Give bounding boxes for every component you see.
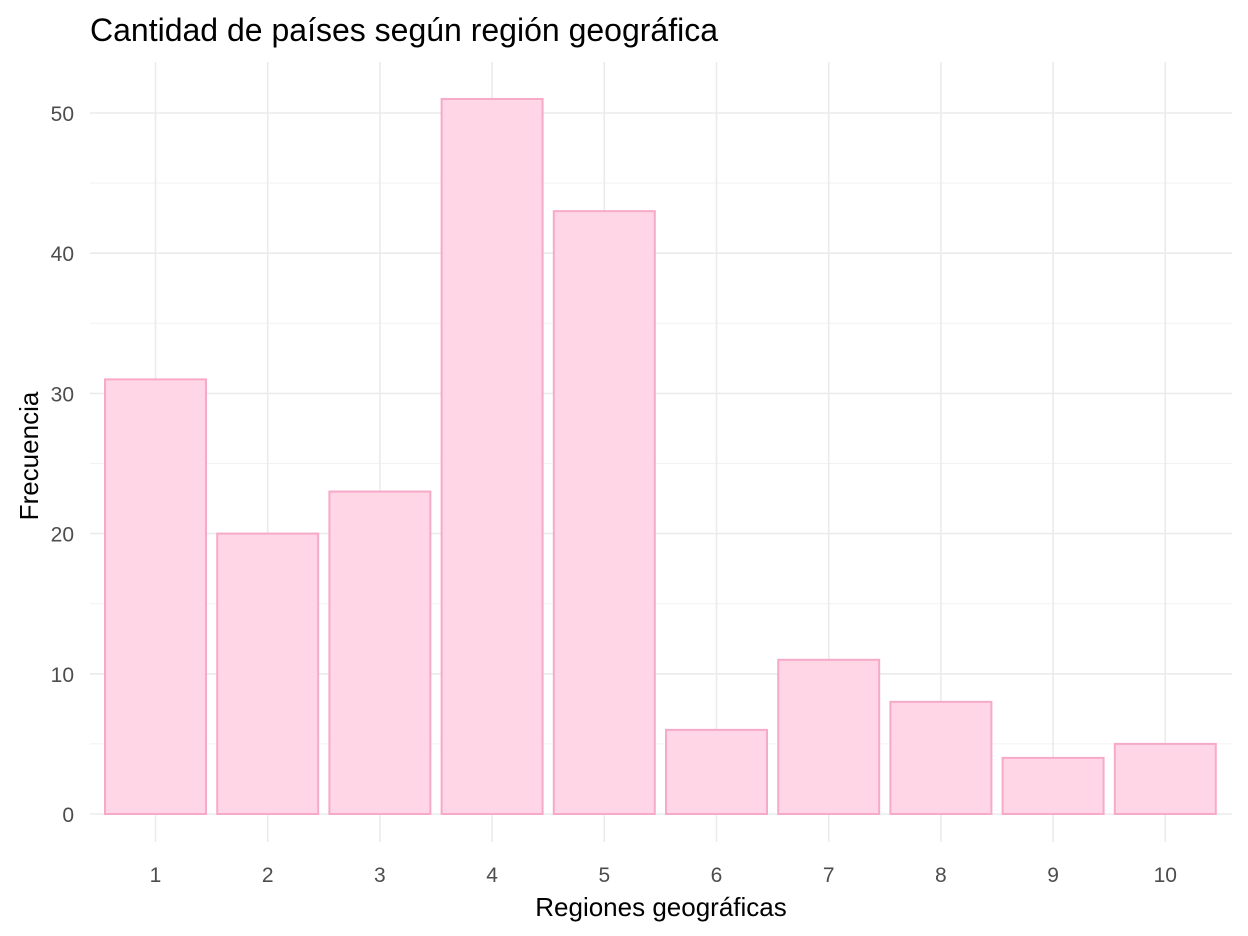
x-axis-ticks: 1 2 3 4 5 6 7 8 9 10 [150, 864, 1177, 887]
bar-region-5 [552, 210, 656, 815]
bar-region-3 [328, 490, 432, 815]
chart-title: Cantidad de países según región geográfi… [90, 12, 718, 48]
y-axis-title: Frecuencia [14, 391, 44, 520]
x-tick-label: 3 [374, 864, 386, 887]
bar-region-2 [216, 532, 320, 815]
bar-region-10 [1113, 742, 1217, 816]
x-tick-label: 4 [486, 864, 498, 887]
bar-region-4 [440, 97, 544, 816]
bar-region-9 [1001, 756, 1105, 815]
bar-region-8 [889, 700, 993, 816]
y-tick-label: 10 [51, 664, 74, 687]
bar-region-7 [777, 658, 881, 816]
y-axis-ticks: 0 10 20 30 40 50 [51, 103, 74, 827]
bar-region-6 [665, 728, 768, 816]
x-tick-label: 8 [935, 864, 947, 887]
y-tick-label: 30 [51, 383, 74, 406]
x-tick-label: 10 [1154, 864, 1177, 887]
x-tick-label: 5 [598, 864, 610, 887]
x-tick-label: 6 [711, 864, 723, 887]
y-tick-label: 20 [51, 524, 74, 547]
y-tick-label: 0 [62, 804, 74, 827]
x-tick-label: 2 [262, 864, 274, 887]
bars [104, 97, 1217, 816]
y-tick-label: 40 [51, 243, 74, 266]
bar-region-1 [104, 378, 207, 815]
x-axis-title: Regiones geográficas [535, 892, 787, 922]
y-tick-label: 50 [51, 103, 74, 126]
x-tick-label: 1 [150, 864, 162, 887]
x-tick-label: 9 [1047, 864, 1059, 887]
x-tick-label: 7 [823, 864, 835, 887]
